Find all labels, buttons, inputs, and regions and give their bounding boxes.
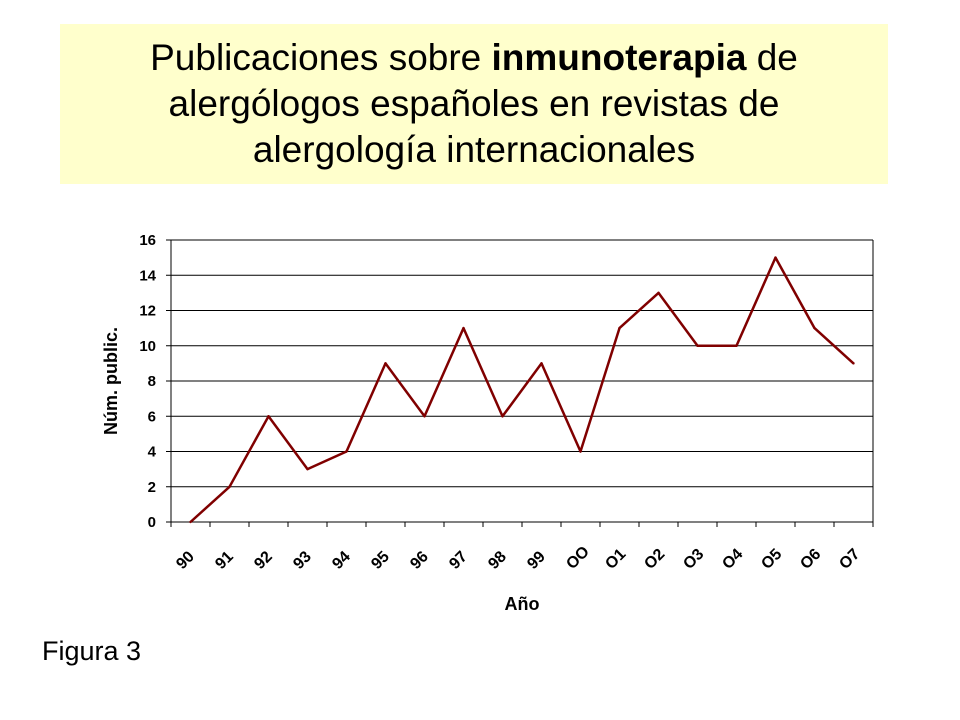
data-point <box>813 326 816 330</box>
x-tick-label: O3 <box>680 546 707 573</box>
data-point <box>540 362 543 365</box>
data-point <box>696 344 699 347</box>
title-line1-bold: inmunoterapia <box>491 37 747 78</box>
figure-caption: Figura 3 <box>42 636 142 666</box>
data-point <box>579 450 582 453</box>
x-tick-label: OO <box>563 543 593 573</box>
data-point <box>735 344 738 347</box>
y-tick-label: 0 <box>148 514 156 531</box>
y-tick-label: 16 <box>139 232 156 249</box>
x-tick-label: 91 <box>212 548 237 573</box>
x-tick-label: O5 <box>758 546 785 573</box>
x-tick-label: 99 <box>524 548 549 573</box>
x-tick-label: O6 <box>797 546 824 573</box>
data-point <box>852 362 855 365</box>
y-tick-label: 2 <box>148 479 156 496</box>
y-tick-label: 12 <box>139 303 156 320</box>
data-point <box>189 520 192 524</box>
x-tick-label: O4 <box>719 546 746 573</box>
x-tick-label: 95 <box>368 548 393 573</box>
x-tick-label: 92 <box>251 548 276 573</box>
x-tick-label: 93 <box>290 548 315 573</box>
data-point <box>423 415 426 418</box>
y-axis-label: Núm. public. <box>101 327 121 435</box>
data-point <box>501 415 504 418</box>
y-tick-label: 6 <box>148 408 156 425</box>
x-tick-label: 97 <box>446 548 471 573</box>
title-line1-post: de <box>746 37 798 78</box>
data-point <box>618 326 621 330</box>
y-tick-label: 14 <box>139 267 156 284</box>
title-box: Publicaciones sobre inmunoterapia de aler… <box>60 24 888 184</box>
title-line3: alergología internacionales <box>252 129 696 170</box>
data-point <box>657 291 660 295</box>
x-tick-label: 96 <box>407 548 432 573</box>
data-point <box>306 467 309 471</box>
y-tick-label: 10 <box>139 338 156 355</box>
x-tick-label: 98 <box>485 548 510 573</box>
x-tick-label: O2 <box>641 546 668 573</box>
y-tick-label: 4 <box>148 444 157 461</box>
data-point <box>462 326 465 330</box>
x-tick-label: O7 <box>836 546 863 573</box>
x-tick-label: 90 <box>173 548 198 573</box>
data-point <box>228 485 231 488</box>
title-line1-pre: Publicaciones sobre <box>150 37 492 78</box>
y-tick-label: 8 <box>148 373 156 390</box>
x-tick-label: O1 <box>602 546 629 573</box>
data-point <box>384 362 387 365</box>
x-axis-label: Año <box>505 594 540 614</box>
data-point <box>774 256 777 259</box>
chart-title: Publicaciones sobre inmunoterapia de aler… <box>74 35 874 173</box>
data-point <box>267 415 270 418</box>
series-line <box>189 256 855 523</box>
data-point <box>345 450 348 453</box>
title-line2: alergólogos españoles en revistas de <box>168 83 780 124</box>
x-tick-label: 94 <box>329 548 354 573</box>
